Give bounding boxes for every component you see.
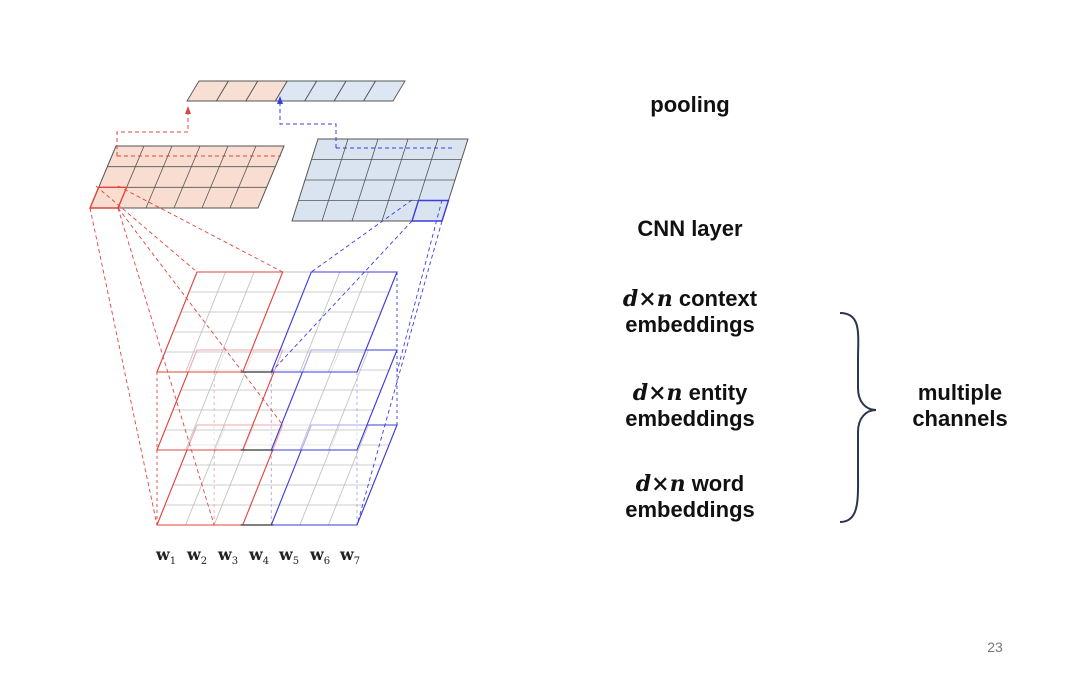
word-embeddings-label: d×n word embeddings — [590, 471, 790, 523]
filter-ray-red — [89, 207, 158, 526]
pool-arrow-blue — [279, 103, 337, 148]
multiple-channels-line1: multiple — [917, 380, 1003, 405]
filter-ray-blue — [396, 199, 443, 373]
channel-context-blue-window — [270, 271, 398, 373]
multiple-channels-label: multiple channels — [890, 380, 1030, 432]
word-token-6: w6 — [310, 545, 331, 568]
word-line1: word — [691, 471, 745, 496]
word-token-1: w1 — [156, 545, 177, 568]
channel-word-col-line — [328, 424, 369, 526]
word-token-5: w5 — [279, 545, 300, 568]
word-token-2: w2 — [187, 545, 208, 568]
pooling-cell — [362, 80, 406, 102]
channel-context-col-line — [328, 271, 369, 373]
filter-ray-red — [95, 185, 198, 273]
channel-entity-col-line — [328, 349, 369, 451]
pool-arrow-blue-head — [277, 96, 283, 104]
multiple-channels-line2: channels — [912, 406, 1008, 431]
word-dim: d×n — [635, 471, 686, 497]
entity-line1: entity — [688, 380, 748, 405]
page-number: 23 — [987, 639, 1003, 655]
word-sequence: w1 w2 w3 w4 w5 w6 w7 — [150, 545, 380, 567]
filter-ray-blue — [356, 220, 443, 526]
word-token-3: w3 — [218, 545, 239, 568]
pooling-label: pooling — [650, 92, 730, 117]
word-token-4: w4 — [249, 545, 270, 568]
context-embeddings-label: d×n context embeddings — [590, 286, 790, 338]
entity-dim: d×n — [632, 380, 683, 406]
pool-arrow-red — [116, 113, 189, 156]
entity-embeddings-label: d×n entity embeddings — [590, 380, 790, 432]
channel-entity-blue-window — [270, 349, 398, 451]
filter-ray-red — [117, 207, 284, 426]
channels-brace — [839, 312, 877, 523]
context-dim: d×n — [622, 286, 673, 312]
cnn-layer-label: CNN layer — [637, 216, 743, 241]
word-token-7: w7 — [340, 545, 361, 568]
entity-line2: embeddings — [625, 406, 755, 431]
context-line2: embeddings — [625, 312, 755, 337]
word-line2: embeddings — [625, 497, 755, 522]
channel-context-col-line — [185, 271, 226, 373]
filter-ray-red — [117, 207, 215, 526]
channel-context-col-line — [299, 271, 341, 373]
context-line1: context — [678, 286, 758, 311]
filter-ray-red — [117, 185, 283, 273]
channel-word-blue-window — [270, 424, 398, 526]
channel-context-col-line — [213, 271, 255, 373]
pool-arrow-red-head — [185, 106, 191, 114]
feature-map-red-highlight — [88, 186, 128, 209]
feature-map-blue-highlight — [411, 199, 450, 222]
